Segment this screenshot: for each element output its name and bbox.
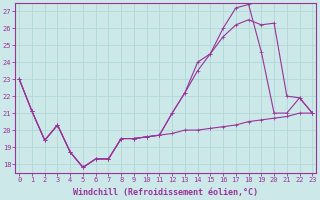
X-axis label: Windchill (Refroidissement éolien,°C): Windchill (Refroidissement éolien,°C)	[73, 188, 258, 197]
